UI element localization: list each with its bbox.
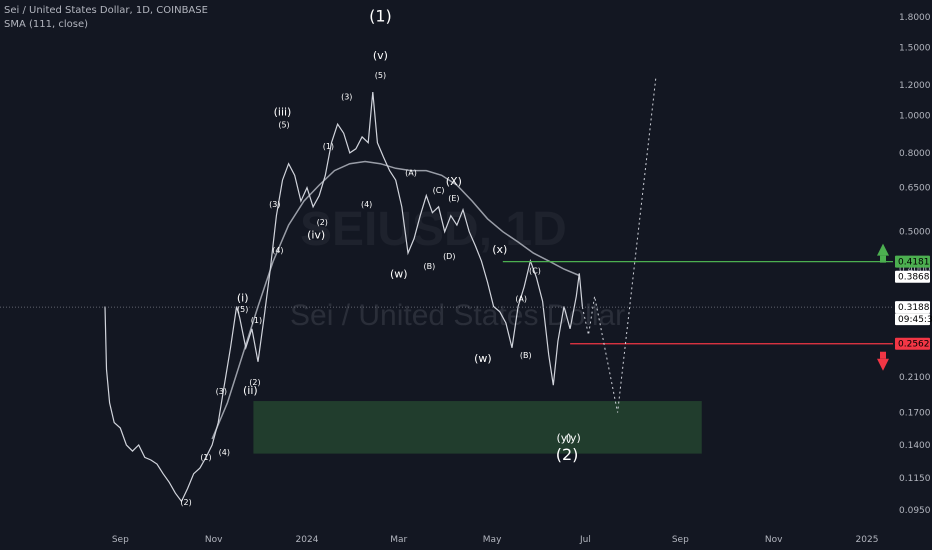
y-tick-label: 1.2000 <box>899 81 931 91</box>
wave-label: (X) <box>446 175 462 188</box>
y-tick-label: 0.0950 <box>899 506 931 516</box>
up-arrow-icon <box>877 243 889 256</box>
y-tick-label: 1.8000 <box>899 13 931 23</box>
price-tag <box>895 337 930 350</box>
wave-label: (y) <box>556 431 571 444</box>
price-tag <box>895 255 930 268</box>
wave-label: (v) <box>373 49 388 62</box>
wave-label: (D) <box>443 252 455 261</box>
wave-label: (3) <box>269 200 280 209</box>
y-tick-label: 1.0000 <box>899 112 931 122</box>
up-arrow-stem <box>880 255 886 263</box>
price-line <box>104 92 583 503</box>
down-arrow-stem <box>880 351 886 359</box>
indicator-legend[interactable]: SMA (111, close) <box>4 19 88 30</box>
price-tag-label: 0.4181 <box>898 258 930 268</box>
wave-label: (3) <box>341 93 352 102</box>
wave-label: (A) <box>515 294 527 303</box>
symbol-title[interactable]: Sei / United States Dollar, 1D, COINBASE <box>4 5 208 16</box>
sma-line <box>211 160 580 440</box>
y-tick-label: 0.4000 <box>899 265 931 275</box>
wave-label: (x) <box>492 243 507 256</box>
x-tick-label: Nov <box>205 535 223 545</box>
wave-label: (iii) <box>274 106 292 119</box>
x-tick-label: Sep <box>112 535 129 545</box>
wave-label: (1) <box>200 453 211 462</box>
wave-label: (1) <box>251 316 262 325</box>
wave-label: (4) <box>361 200 372 209</box>
wave-label: (C) <box>433 186 445 195</box>
x-tick-label: 2024 <box>296 535 319 545</box>
wave-label: (5) <box>237 305 248 314</box>
wave-label: (C) <box>529 266 541 275</box>
wave-label: (A) <box>405 168 417 177</box>
x-tick-label: Jul <box>579 535 591 545</box>
wave-label: (1) <box>323 142 334 151</box>
y-tick-label: 0.1400 <box>899 441 931 451</box>
down-arrow-icon <box>877 358 889 371</box>
wave-label: (B) <box>520 351 532 360</box>
x-tick-label: Sep <box>672 535 689 545</box>
wave-label: (1) <box>369 7 392 26</box>
wave-label: (ii) <box>243 384 258 397</box>
y-tick-label: 0.5000 <box>899 228 931 238</box>
x-tick-label: May <box>483 535 502 545</box>
y-tick-label: 0.2100 <box>899 373 931 383</box>
wave-label: (w) <box>390 268 408 281</box>
x-tick-label: Nov <box>765 535 783 545</box>
price-tag-label: 0.3188 <box>898 303 930 313</box>
y-tick-label: 0.6500 <box>899 184 931 194</box>
wave-label: (y) <box>566 431 581 444</box>
price-tag-label: 0.3868 <box>898 273 930 283</box>
y-tick-label: 0.8000 <box>899 149 931 159</box>
y-tick-label: 1.5000 <box>899 44 931 54</box>
target-zone <box>253 401 702 454</box>
wave-label: (E) <box>448 194 459 203</box>
wave-label: (5) <box>375 71 386 80</box>
wave-label: (iv) <box>307 229 325 242</box>
price-tag <box>895 270 930 283</box>
y-tick-label: 0.1700 <box>899 408 931 418</box>
price-tag-label: 09:45:31 <box>898 315 932 325</box>
wave-label: (4) <box>272 246 283 255</box>
wave-label: (2) <box>556 445 579 464</box>
price-tag <box>895 313 930 326</box>
chart-header: Sei / United States Dollar, 1D, COINBASE… <box>4 4 208 32</box>
y-tick-label: 0.1150 <box>899 474 931 484</box>
x-tick-label: 2025 <box>856 535 879 545</box>
wave-label: (2) <box>180 498 191 507</box>
wave-label: (5) <box>278 121 289 130</box>
price-tag <box>895 301 930 314</box>
wave-label: (2) <box>317 218 328 227</box>
x-tick-label: Mar <box>390 535 407 545</box>
wave-label: (4) <box>219 448 230 457</box>
wave-label: (w) <box>474 352 492 365</box>
wave-label: (B) <box>424 262 436 271</box>
wave-label: (2) <box>249 378 260 387</box>
wave-label: (i) <box>237 291 249 304</box>
price-tag-label: 0.2562 <box>898 340 930 350</box>
wave-label: (3) <box>216 387 227 396</box>
